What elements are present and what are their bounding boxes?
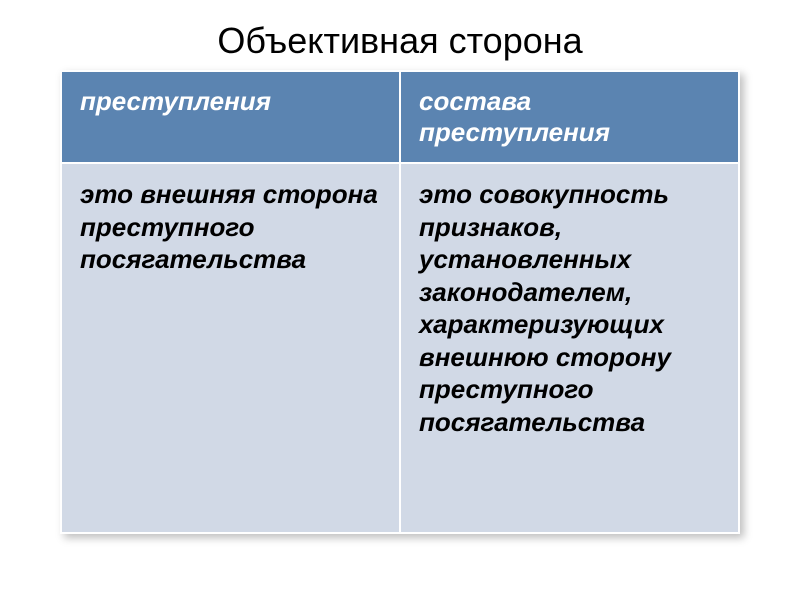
table-header-cell: преступления xyxy=(61,71,400,163)
table-header-cell: состава преступления xyxy=(400,71,739,163)
table-body-cell: это внешняя сторона преступного посягате… xyxy=(61,163,400,533)
table-body-cell: это совокупность признаков, установленны… xyxy=(400,163,739,533)
comparison-table: преступления состава преступления это вн… xyxy=(60,70,740,534)
table-body-row: это внешняя сторона преступного посягате… xyxy=(61,163,739,533)
table-header-row: преступления состава преступления xyxy=(61,71,739,163)
page-title: Объективная сторона xyxy=(60,20,740,62)
